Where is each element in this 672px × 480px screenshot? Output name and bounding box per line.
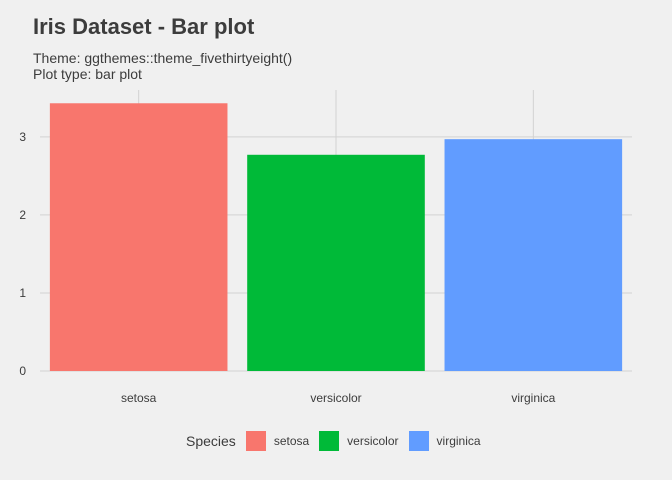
bar-chart: 0 1 2 3 setosa versicolor virginica [19,90,632,405]
legend-label-virginica: virginica [436,434,481,448]
legend-title: Species [186,433,236,449]
legend-swatch-virginica [408,431,429,451]
x-tick-label-versicolor: versicolor [310,391,361,405]
x-tick-label-setosa: setosa [121,391,157,405]
legend-swatch-versicolor [319,431,340,451]
legend-swatch-setosa [245,431,266,451]
y-tick-label-3: 3 [19,130,26,144]
y-tick-label-2: 2 [19,208,26,222]
bar-virginica [444,139,623,371]
chart-subtitle-plot-type: Plot type: bar plot [33,66,142,82]
bar-setosa [49,103,228,372]
legend-label-versicolor: versicolor [347,434,399,448]
chart-title: Iris Dataset - Bar plot [33,14,255,39]
chart-subtitle-theme: Theme: ggthemes::theme_fivethirtyeight() [33,50,293,66]
legend-label-setosa: setosa [273,434,310,448]
y-tick-label-1: 1 [19,286,26,300]
bar-versicolor [247,154,425,371]
y-tick-label-0: 0 [19,364,26,378]
x-tick-label-virginica: virginica [511,391,555,405]
legend: Species setosa versicolor virginica [186,430,491,452]
legend-item-virginica: virginica [408,431,481,451]
legend-item-setosa: setosa [245,431,310,451]
legend-item-versicolor: versicolor [319,431,399,451]
